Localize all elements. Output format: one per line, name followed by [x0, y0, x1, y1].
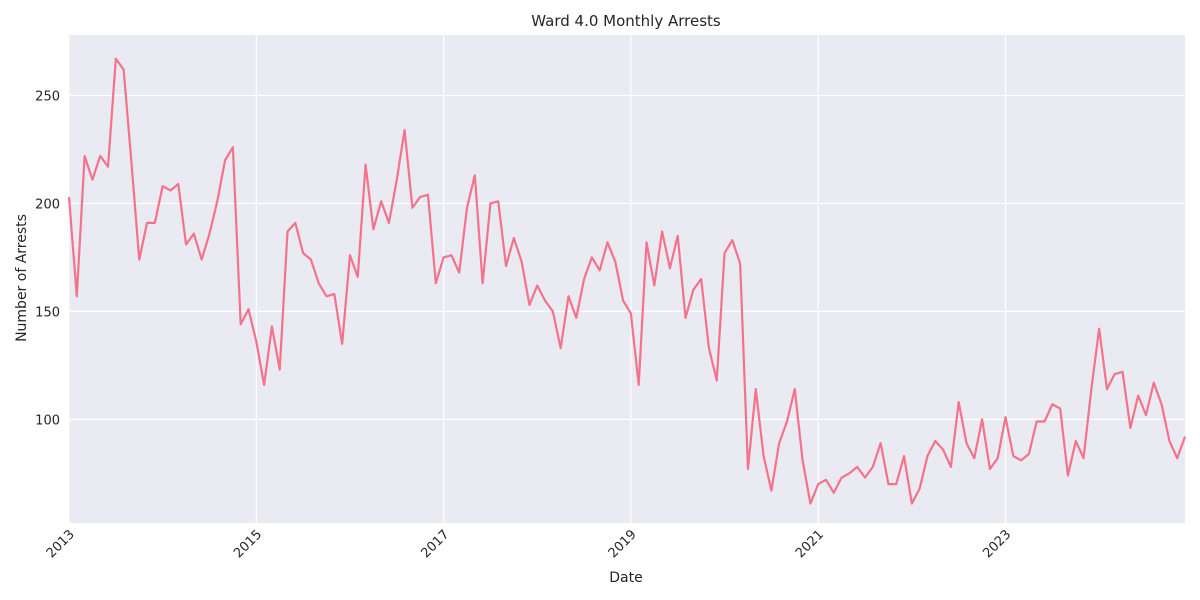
x-tick-label: 2023: [980, 527, 1014, 561]
x-tick-label: 2017: [418, 527, 452, 561]
y-tick-label: 200: [35, 197, 60, 212]
y-tick-label: 250: [35, 89, 60, 104]
x-tick-label: 2019: [606, 527, 640, 561]
x-tick-label: 2021: [793, 527, 827, 561]
y-tick-label: 150: [35, 305, 60, 320]
y-tick-label: 100: [35, 413, 60, 428]
x-tick-label: 2015: [231, 527, 265, 561]
x-axis-ticks: 2013 2015 2017 2019 2021 2023: [44, 527, 1015, 561]
y-axis-ticks: 100 150 200 250: [35, 89, 60, 428]
chart-title: Ward 4.0 Monthly Arrests: [531, 12, 721, 30]
plot-area: [69, 35, 1185, 523]
y-axis-label: Number of Arrests: [14, 214, 30, 342]
series-line: [67, 57, 1187, 505]
x-axis-label: Date: [609, 570, 642, 586]
x-tick-label: 2013: [44, 527, 78, 561]
grid: [68, 35, 1185, 523]
